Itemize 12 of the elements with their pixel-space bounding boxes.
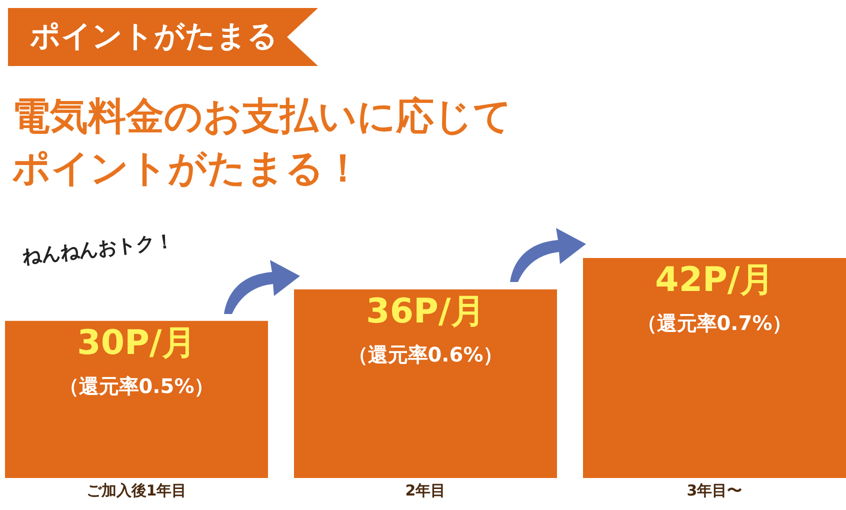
chart-title: ポイントがたまる	[8, 8, 318, 66]
x-tick-label: ご加入後1年目	[86, 482, 187, 500]
chart-subtitle: 電気料金のお支払いに応じてポイントがたまる！	[12, 93, 513, 192]
annotation: ねんねんおトク！	[21, 229, 175, 270]
data-label: 36P/月	[366, 291, 485, 332]
annotation: （還元率0.5%）	[58, 374, 214, 398]
data-label: 42P/月	[655, 260, 774, 300]
x-tick-label: 2年目	[405, 482, 446, 500]
annotation: （還元率0.6%）	[348, 342, 504, 366]
annotation: （還元率0.7%）	[636, 311, 792, 335]
x-tick-label: 3年目〜	[686, 482, 742, 500]
data-label: 30P/月	[77, 322, 196, 363]
